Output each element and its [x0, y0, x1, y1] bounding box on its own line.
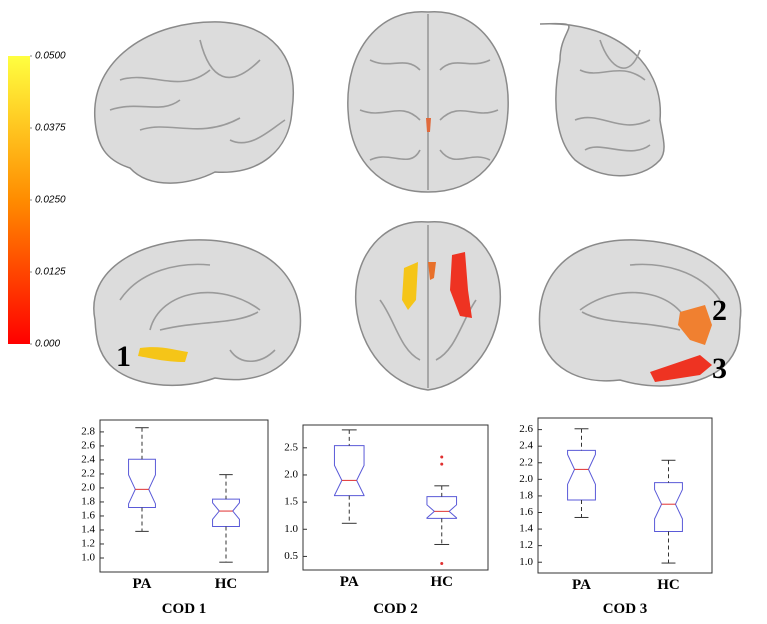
y-tick-label: 1.8	[81, 495, 95, 507]
colorbar	[8, 56, 30, 344]
y-tick-label: 1.2	[81, 538, 95, 550]
brain-medial-right	[538, 239, 742, 387]
plot-title: COD 2	[373, 601, 418, 617]
y-tick-label: 2.6	[81, 439, 95, 451]
region-label: 2	[712, 294, 727, 327]
box-plot: 0.5 1.0 1.5 2.0 2.5 PA HC COD 2	[284, 424, 489, 617]
box	[212, 498, 240, 527]
y-tick-label: 1.6	[519, 506, 533, 518]
y-tick-label: 2.4	[519, 440, 533, 452]
x-tick-label: HC	[657, 577, 680, 593]
y-tick-label: 2.6	[519, 423, 533, 435]
plot-frame	[537, 417, 713, 574]
x-tick-label: HC	[215, 576, 238, 592]
region-label: 1	[116, 340, 131, 373]
x-tick-label: PA	[572, 577, 591, 593]
colorbar-tick-label: 0.0375	[35, 123, 66, 134]
y-tick-label: 2.8	[81, 425, 95, 437]
outlier	[440, 561, 444, 565]
y-tick-label: 2.0	[284, 468, 298, 480]
brain-lateral-left	[94, 21, 294, 184]
x-tick-label: PA	[340, 574, 359, 590]
y-tick-label: 2.0	[519, 473, 533, 485]
plot-frame	[302, 424, 489, 571]
x-tick-label: HC	[431, 574, 454, 590]
brain-ventral	[355, 221, 501, 391]
box-plot: 1.0 1.2 1.4 1.6 1.8 2.0 2.2 2.4 2.6 PA HC COD 3	[519, 417, 713, 617]
y-tick-label: 1.0	[81, 552, 95, 564]
y-tick-label: 2.5	[284, 441, 298, 453]
y-tick-label: 1.0	[519, 556, 533, 568]
y-tick-label: 1.6	[81, 509, 95, 521]
colorbar-tick-label: 0.000	[35, 339, 60, 350]
plot-title: COD 1	[162, 601, 207, 617]
y-tick-label: 2.2	[519, 456, 533, 468]
y-tick-label: 2.2	[81, 467, 95, 479]
y-tick-label: 1.8	[519, 489, 533, 501]
colorbar-tick-label: 0.0250	[35, 195, 66, 206]
brain-lateral-right	[539, 22, 665, 177]
x-tick-label: PA	[133, 576, 152, 592]
y-tick-label: 2.0	[81, 481, 95, 493]
box-plot: 1.0 1.2 1.4 1.6 1.8 2.0 2.2 2.4 2.6 2.8 PA HC COD 1	[81, 419, 269, 617]
box	[426, 496, 458, 519]
box	[128, 458, 156, 509]
region-label: 3	[712, 352, 727, 385]
brain-medial-left	[93, 239, 302, 387]
y-tick-label: 1.5	[284, 496, 298, 508]
plot-frame	[99, 419, 269, 573]
box	[333, 445, 365, 497]
y-tick-label: 2.4	[81, 453, 95, 465]
y-tick-label: 0.5	[284, 550, 298, 562]
colorbar-tick-label: 0.0500	[35, 51, 66, 62]
y-tick-label: 1.4	[81, 524, 95, 536]
y-tick-label: 1.0	[284, 523, 298, 535]
brain-dorsal	[347, 11, 509, 193]
outlier	[440, 455, 444, 459]
plot-title: COD 3	[603, 601, 648, 617]
box	[567, 449, 596, 501]
colorbar-tick-label: 0.0125	[35, 267, 66, 278]
y-tick-label: 1.2	[519, 539, 533, 551]
outlier	[440, 462, 444, 466]
y-tick-label: 1.4	[519, 523, 533, 535]
box	[654, 482, 683, 533]
